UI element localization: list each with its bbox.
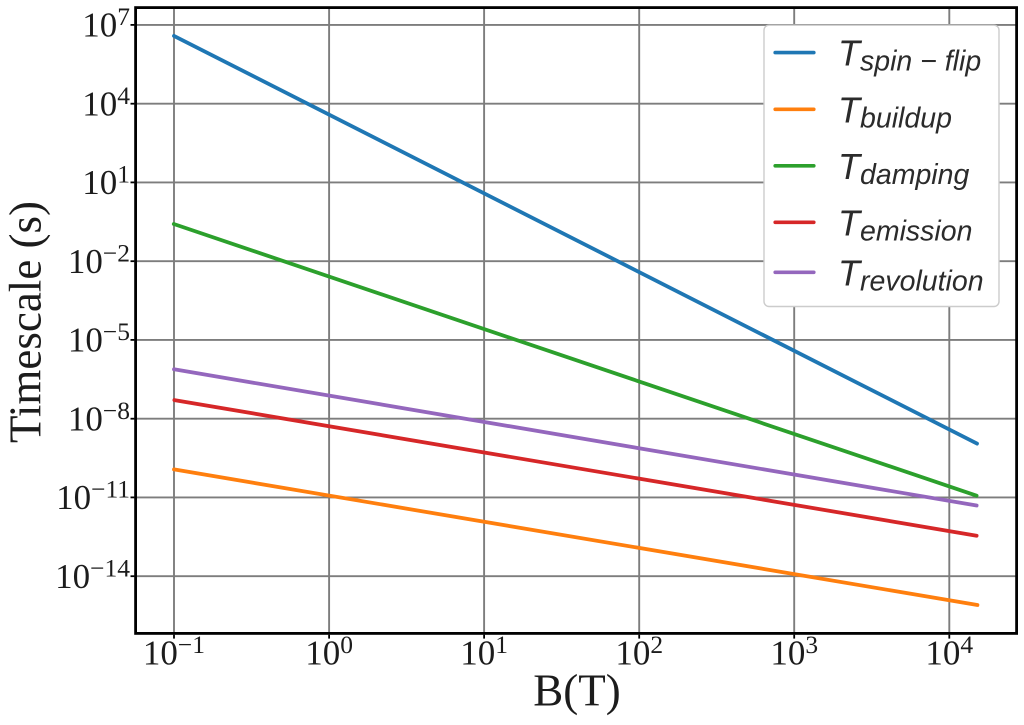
svg-text:Timescale (s): Timescale (s) bbox=[1, 201, 51, 443]
svg-text:102: 102 bbox=[615, 630, 663, 673]
svg-text:B(T): B(T) bbox=[533, 666, 620, 716]
